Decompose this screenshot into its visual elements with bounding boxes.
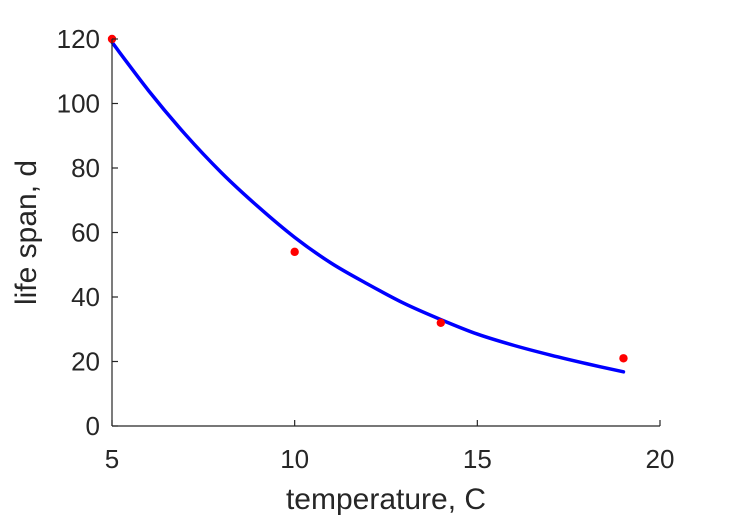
fit-curve	[110, 40, 626, 374]
data-point	[436, 318, 445, 327]
y-tick-label: 40	[71, 282, 100, 312]
y-axis-title: life span, d	[10, 160, 43, 305]
x-tick-label: 5	[105, 444, 119, 474]
data-point	[290, 247, 299, 257]
x-tick-label: 15	[463, 444, 492, 474]
x-tick-label: 20	[646, 444, 675, 474]
data-point	[619, 354, 628, 363]
y-tick-label: 120	[57, 24, 100, 54]
y-tick-label: 20	[71, 347, 100, 377]
axes	[111, 39, 660, 427]
y-tick-label: 0	[86, 411, 100, 441]
x-axis-title: temperature, C	[286, 483, 486, 516]
y-tick-label: 100	[57, 89, 100, 119]
ticks: 5 10 15 20 0 20 40 60 80 100 120	[57, 24, 675, 474]
y-tick-label: 60	[71, 218, 100, 248]
y-tick-label: 80	[71, 153, 100, 183]
plot-area	[107, 34, 628, 374]
x-tick-label: 10	[280, 444, 309, 474]
